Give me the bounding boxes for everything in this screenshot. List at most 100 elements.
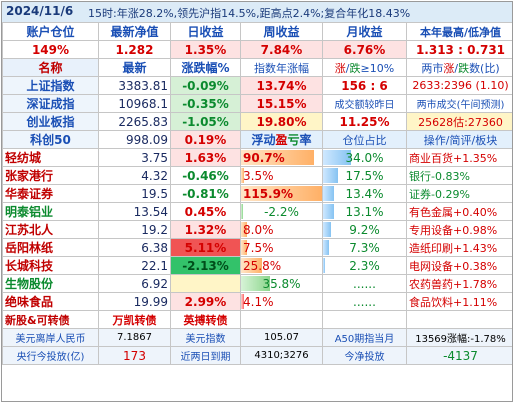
pos-text: 9.2%	[349, 222, 380, 237]
holding-pos: ......	[322, 274, 407, 293]
month-return: 6.76%	[322, 40, 407, 59]
float-text: -2.2%	[264, 204, 299, 219]
holding-name[interactable]: 长城科技	[2, 256, 99, 275]
holding-name[interactable]: 江苏北人	[2, 220, 99, 239]
holding-note: 专用设备+0.98%	[406, 220, 512, 239]
net-label: 今净投放	[322, 346, 407, 365]
col-market: 两市涨/跌数(比)	[406, 58, 512, 77]
market-up: 涨	[443, 61, 455, 75]
holding-float: 7.5%	[240, 238, 323, 257]
header-bar: 2024/11/6 15时:年涨28.2%,领先沪指14.5%,距高点2.4%;…	[2, 2, 512, 23]
index-yearly: 15.15%	[240, 94, 323, 113]
turnover-forecast-label: 两市成交(午间预测)	[406, 94, 512, 113]
pos-text: 2.3%	[349, 258, 380, 273]
float-b: 盈	[275, 133, 288, 147]
float-bar	[241, 276, 270, 291]
index-name: 上证指数	[2, 76, 99, 95]
net-value: -4137	[406, 346, 512, 365]
holding-row[interactable]: 明泰铝业 13.54 0.45% -2.2% 13.1% 有色金属+0.40%	[2, 202, 512, 221]
float-text: 8.0%	[243, 222, 274, 237]
index-change: -1.05%	[170, 112, 241, 131]
holding-name[interactable]: 轻纺城	[2, 148, 99, 167]
pos-bar	[323, 222, 331, 237]
turnover-change: 11.25%	[322, 112, 407, 131]
holding-price: 19.5	[98, 184, 171, 203]
holding-float: 90.7%	[240, 148, 323, 167]
label-position: 账户仓位	[2, 22, 99, 41]
convert-a[interactable]: 万凯转债	[98, 310, 171, 329]
index-change: -0.35%	[170, 94, 241, 113]
holding-note: 食品饮料+1.11%	[406, 292, 512, 311]
holding-row[interactable]: 江苏北人 19.2 1.32% 8.0% 9.2% 专用设备+0.98%	[2, 220, 512, 239]
label-month: 月收益	[322, 22, 407, 41]
convert-row: 新股&可转债 万凯转债 英搏转债	[2, 310, 512, 329]
holding-change: 1.63%	[170, 148, 241, 167]
footer-row-2: 央行今投放(亿) 173 近两日到期 4310;3276 今净投放 -4137	[2, 346, 512, 365]
convert-b[interactable]: 英搏转债	[170, 310, 241, 329]
holding-price: 13.54	[98, 202, 171, 221]
position-value: 149%	[2, 40, 99, 59]
index-latest: 10968.1	[98, 94, 171, 113]
holding-row[interactable]: 岳阳林纸 6.38 5.11% 7.5% 7.3% 造纸印刷+1.43%	[2, 238, 512, 257]
header-summary: 15时:年涨28.2%,领先沪指14.5%,距高点2.4%;复合年化18.43%	[88, 7, 411, 20]
holding-float: -2.2%	[240, 202, 323, 221]
index-row-sh: 上证指数 3383.81 -0.09% 13.74% 156 : 6 2633:…	[2, 76, 512, 95]
index-yearly: 13.74%	[240, 76, 323, 95]
float-text: 7.5%	[243, 240, 274, 255]
holding-pos: 34.0%	[322, 148, 407, 167]
week-return: 7.84%	[240, 40, 323, 59]
holding-row[interactable]: 轻纺城 3.75 1.63% 90.7% 34.0% 商业百货+1.35%	[2, 148, 512, 167]
index-yearly: 19.80%	[240, 112, 323, 131]
index-name: 创业板指	[2, 112, 99, 131]
summary-label-row: 账户仓位 最新净值 日收益 周收益 月收益 本年最高/低净值	[2, 22, 512, 41]
holding-pos: ......	[322, 292, 407, 311]
report-date: 2024/11/6	[6, 4, 74, 18]
pos-text: 17.5%	[345, 168, 384, 183]
holding-name[interactable]: 明泰铝业	[2, 202, 99, 221]
float-bar	[241, 294, 245, 309]
pos-text: 13.4%	[345, 186, 384, 201]
holding-name[interactable]: 华泰证券	[2, 184, 99, 203]
holding-row[interactable]: 生物股份 6.92 35.8% ...... 农药兽药+1.78%	[2, 274, 512, 293]
float-bar	[241, 222, 248, 237]
float-bar	[241, 204, 243, 219]
index-latest: 3383.81	[98, 76, 171, 95]
holding-name[interactable]: 生物股份	[2, 274, 99, 293]
holding-pos: 13.4%	[322, 184, 407, 203]
dxy-value: 105.07	[240, 328, 323, 347]
index-name: 深证成指	[2, 94, 99, 113]
holding-row[interactable]: 长城科技 22.1 -2.13% 25.8% 2.3% 电网设备+0.38%	[2, 256, 512, 275]
holding-float: 25.8%	[240, 256, 323, 275]
holding-note: 农药兽药+1.78%	[406, 274, 512, 293]
holding-price: 6.92	[98, 274, 171, 293]
pos-bar	[323, 240, 330, 255]
holding-name[interactable]: 岳阳林纸	[2, 238, 99, 257]
holding-note: 电网设备+0.38%	[406, 256, 512, 275]
holding-name[interactable]: 张家港行	[2, 166, 99, 185]
holding-row[interactable]: 张家港行 4.32 -0.46% 3.5% 17.5% 银行-0.83%	[2, 166, 512, 185]
main-table: 账户仓位 最新净值 日收益 周收益 月收益 本年最高/低净值 149% 1.28…	[2, 22, 512, 365]
float-d: 率	[299, 133, 312, 147]
market-sep: /	[454, 61, 459, 75]
float-text: 35.8%	[262, 276, 301, 291]
holding-price: 3.75	[98, 148, 171, 167]
pboc-label: 央行今投放(亿)	[2, 346, 99, 365]
col-pos: 仓位占比	[322, 130, 407, 149]
col-ratio: 涨/跌≥10%	[322, 58, 407, 77]
high-low-text: 1.313 : 0.731	[415, 42, 506, 57]
holding-row[interactable]: 绝味食品 19.99 2.99% 4.1% ...... 食品饮料+1.11%	[2, 292, 512, 311]
float-bar	[241, 150, 315, 165]
pos-text: 13.1%	[345, 204, 384, 219]
float-bar	[241, 186, 322, 201]
holding-float: 3.5%	[240, 166, 323, 185]
float-text: 3.5%	[243, 168, 274, 183]
convert-empty-2	[322, 310, 407, 329]
label-week: 周收益	[240, 22, 323, 41]
holding-note: 造纸印刷+1.43%	[406, 238, 512, 257]
holding-float: 8.0%	[240, 220, 323, 239]
holding-row[interactable]: 华泰证券 19.5 -0.81% 115.9% 13.4% 证券-0.29%	[2, 184, 512, 203]
holding-name[interactable]: 绝味食品	[2, 292, 99, 311]
ratio-down: 跌	[349, 61, 361, 75]
fx-value: 7.1867	[98, 328, 171, 347]
